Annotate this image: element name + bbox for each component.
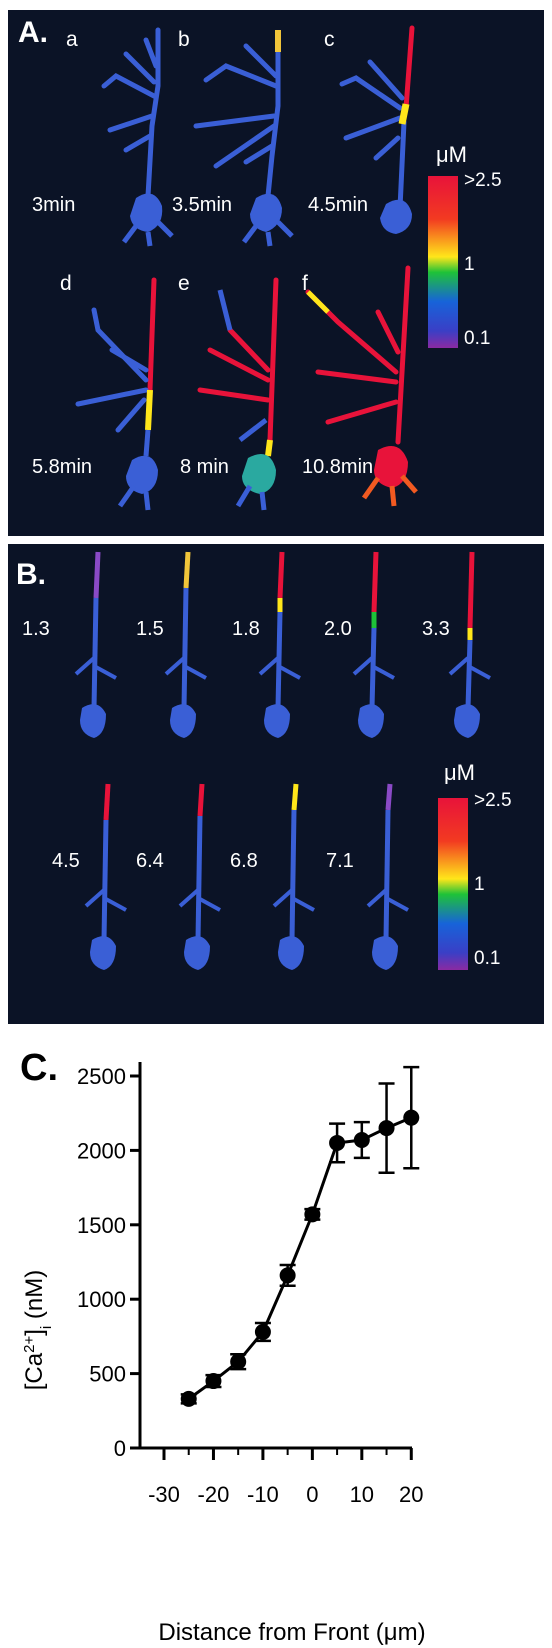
time-label-a: 3min (32, 194, 76, 216)
data-point (205, 1373, 222, 1390)
x-tick-label: -10 (247, 1482, 279, 1507)
subpanel-d-label: d (60, 272, 72, 295)
panel-a: A. a b c d e f 3min 3.5min 4.5min 5.8min… (8, 10, 544, 536)
b-neuron-3 (258, 551, 301, 738)
colorbar-b (438, 798, 468, 970)
data-point (378, 1120, 395, 1137)
neuron-image-c (339, 25, 415, 234)
panel-c-label: C. (20, 1047, 58, 1089)
b-time-5: 3.3 (422, 618, 450, 640)
b-time-7: 6.4 (136, 850, 164, 872)
y-tick-label: 2000 (77, 1138, 126, 1163)
b-neuron-4 (352, 551, 395, 738)
subpanel-f-label: f (302, 272, 308, 295)
neuron-image-f (305, 265, 418, 507)
b-neuron-7 (178, 783, 221, 970)
b-neuron-8 (272, 783, 315, 970)
x-axis-label: Distance from Front (μm) (158, 1619, 425, 1646)
panel-a-label: A. (18, 16, 48, 49)
b-time-6: 4.5 (52, 850, 80, 872)
data-point (304, 1206, 321, 1223)
y-tick-label: 1000 (77, 1287, 126, 1312)
y-tick-label: 0 (114, 1436, 126, 1461)
x-tick-label: -20 (198, 1482, 230, 1507)
b-neuron-2 (164, 551, 207, 738)
data-point (180, 1390, 197, 1407)
subpanel-e-label: e (178, 272, 190, 295)
b-time-1: 1.3 (22, 618, 50, 640)
time-label-f: 10.8min (302, 456, 374, 478)
subpanel-c-label: c (324, 28, 335, 51)
neuron-image-e (197, 277, 279, 511)
y-axis-label: [Ca2+]i (nM) (21, 1270, 55, 1390)
data-point (403, 1109, 420, 1126)
neuron-image-b (193, 30, 294, 247)
neuron-image-a (101, 27, 174, 247)
colorbar-a-tick-mid: 1 (464, 254, 475, 275)
b-time-8: 6.8 (230, 850, 258, 872)
time-label-c: 4.5min (308, 194, 369, 216)
b-neuron-9 (366, 783, 409, 970)
subpanel-b-label: b (178, 28, 190, 51)
x-tick-label: 10 (350, 1482, 374, 1507)
y-tick-label: 2500 (77, 1064, 126, 1089)
y-tick-label: 500 (89, 1362, 126, 1387)
subpanel-a-label: a (66, 28, 78, 51)
data-point (329, 1134, 346, 1151)
b-time-9: 7.1 (326, 850, 354, 872)
y-tick-label: 1500 (77, 1213, 126, 1238)
ca-distance-chart: C. 0 500 1000 1500 2000 2500 -30 -20 -10 0 10 20 Di… (20, 1047, 426, 1646)
time-label-b: 3.5min (172, 194, 233, 216)
b-time-4: 2.0 (324, 618, 352, 640)
x-tick-label: 0 (306, 1482, 318, 1507)
time-label-d: 5.8min (32, 456, 93, 478)
time-label-e: 8 min (180, 456, 229, 478)
b-time-3: 1.8 (232, 618, 260, 640)
b-neuron-1 (74, 551, 117, 738)
data-point (254, 1323, 271, 1340)
panel-b-label: B. (16, 558, 46, 591)
colorbar-a-tick-low: 0.1 (464, 328, 491, 349)
colorbar-b-unit: μM (444, 760, 476, 785)
colorbar-b-tick-low: 0.1 (474, 948, 501, 969)
x-tick-label: -30 (148, 1482, 180, 1507)
data-point (230, 1353, 247, 1370)
data-point (353, 1131, 370, 1148)
panel-b: B. 1.3 1.5 1.8 2.0 3.3 4.5 6.4 6.8 7.1 (8, 544, 544, 1024)
b-neuron-6 (84, 783, 127, 970)
colorbar-b-tick-mid: 1 (474, 874, 485, 895)
neuron-image-d (75, 277, 158, 511)
x-tick-label: 20 (399, 1482, 423, 1507)
colorbar-a-tick-high: >2.5 (464, 170, 502, 191)
colorbar-a (428, 176, 458, 348)
colorbar-b-tick-high: >2.5 (474, 790, 512, 811)
b-neuron-5 (448, 551, 491, 738)
series-line (187, 1116, 412, 1401)
data-point (279, 1267, 296, 1284)
b-time-2: 1.5 (136, 618, 164, 640)
colorbar-a-unit: μM (436, 142, 468, 167)
panel-c: C. 0 500 1000 1500 2000 2500 -30 -20 -10 0 10 20 Di… (0, 1030, 552, 1648)
